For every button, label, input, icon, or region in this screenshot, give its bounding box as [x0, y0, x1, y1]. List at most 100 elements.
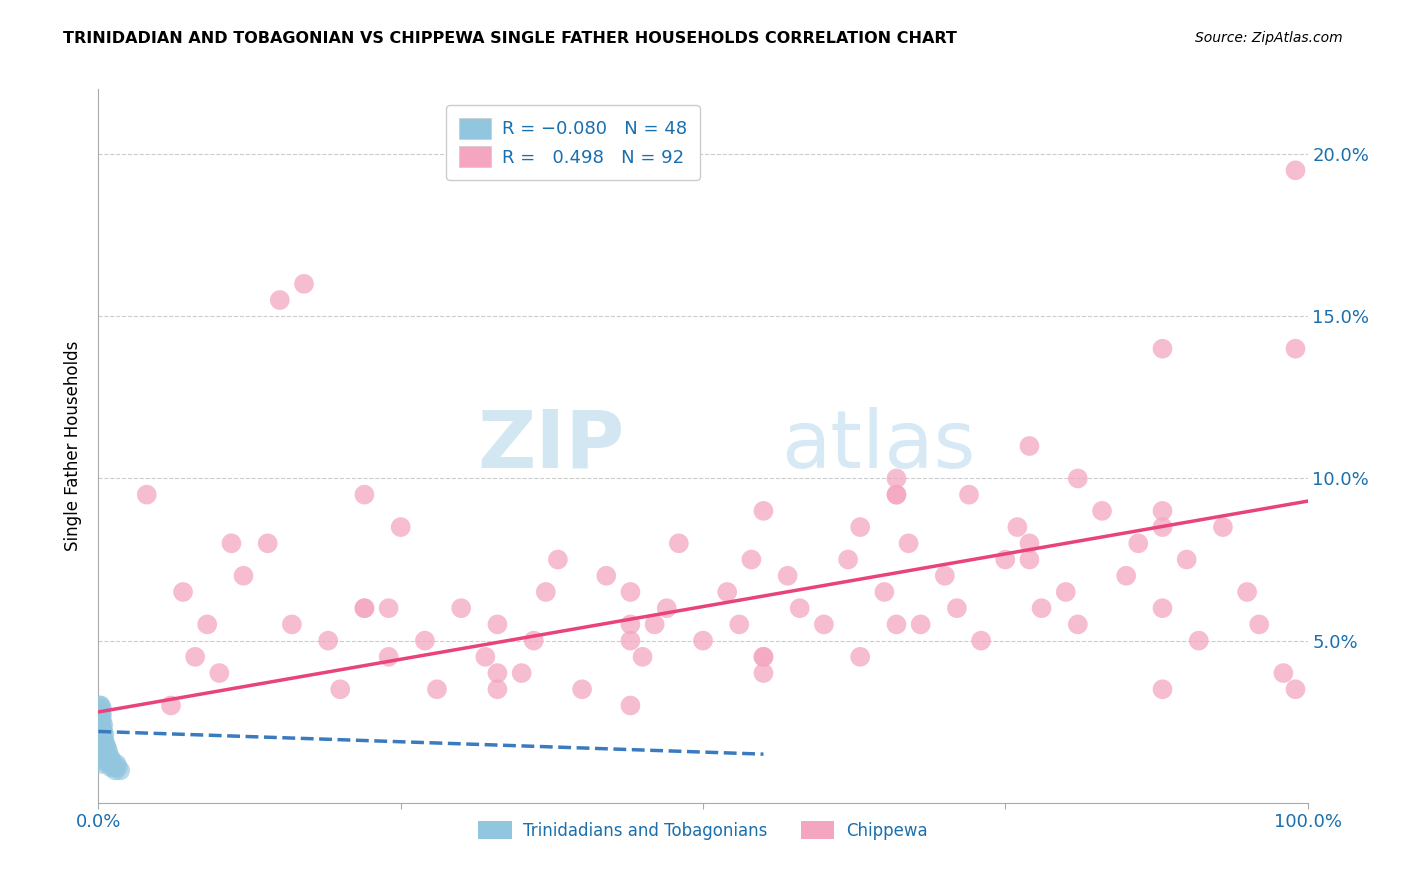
Text: Source: ZipAtlas.com: Source: ZipAtlas.com [1195, 31, 1343, 45]
Point [1212, 520, 1234, 534]
Point [1284, 682, 1306, 697]
Point [90, 747, 112, 761]
Point [93, 728, 115, 742]
Point [90, 711, 112, 725]
Point [1152, 601, 1174, 615]
Point [90, 738, 112, 752]
Point [89, 731, 111, 745]
Point [886, 488, 908, 502]
Point [886, 471, 908, 485]
Point [221, 536, 243, 550]
Point [1115, 568, 1137, 582]
Point [90, 731, 112, 745]
Point [486, 617, 509, 632]
Text: TRINIDADIAN AND TOBAGONIAN VS CHIPPEWA SINGLE FATHER HOUSEHOLDS CORRELATION CHAR: TRINIDADIAN AND TOBAGONIAN VS CHIPPEWA S… [63, 31, 957, 46]
Point [100, 754, 122, 768]
Point [377, 601, 399, 615]
Point [103, 760, 125, 774]
Point [256, 536, 278, 550]
Point [94, 747, 117, 761]
Point [957, 488, 980, 502]
Point [91, 724, 114, 739]
Point [1018, 552, 1040, 566]
Point [1152, 520, 1174, 534]
Point [89, 714, 111, 729]
Point [353, 601, 375, 615]
Point [389, 520, 412, 534]
Point [1128, 536, 1150, 550]
Point [90, 724, 112, 739]
Point [208, 666, 231, 681]
Point [1236, 585, 1258, 599]
Point [813, 617, 835, 632]
Point [1091, 504, 1114, 518]
Point [94, 738, 117, 752]
Point [692, 633, 714, 648]
Point [547, 552, 569, 566]
Point [91, 714, 114, 729]
Point [101, 756, 124, 771]
Point [1152, 682, 1174, 697]
Point [1031, 601, 1053, 615]
Point [91, 740, 114, 755]
Point [426, 682, 449, 697]
Point [98, 756, 121, 771]
Point [184, 649, 207, 664]
Point [1152, 342, 1174, 356]
Point [105, 756, 128, 771]
Point [413, 633, 436, 648]
Point [474, 649, 496, 664]
Point [728, 617, 751, 632]
Point [534, 585, 557, 599]
Point [849, 520, 872, 534]
Point [91, 721, 114, 735]
Point [90, 705, 112, 719]
Point [91, 734, 114, 748]
Point [269, 293, 291, 307]
Point [89, 724, 111, 739]
Point [97, 754, 120, 768]
Point [91, 728, 114, 742]
Point [100, 760, 122, 774]
Point [377, 649, 399, 664]
Point [1284, 163, 1306, 178]
Point [93, 744, 115, 758]
Point [776, 568, 799, 582]
Point [108, 764, 131, 778]
Point [329, 682, 352, 697]
Point [281, 617, 304, 632]
Point [595, 568, 617, 582]
Point [837, 552, 859, 566]
Point [91, 708, 114, 723]
Point [90, 718, 112, 732]
Point [910, 617, 932, 632]
Point [135, 488, 157, 502]
Point [89, 708, 111, 723]
Text: ZIP: ZIP [477, 407, 624, 485]
Point [91, 738, 114, 752]
Point [571, 682, 593, 697]
Point [668, 536, 690, 550]
Point [450, 601, 472, 615]
Point [107, 760, 129, 774]
Y-axis label: Single Father Households: Single Father Households [65, 341, 83, 551]
Point [353, 488, 375, 502]
Point [1188, 633, 1211, 648]
Point [510, 666, 533, 681]
Point [619, 585, 641, 599]
Point [619, 698, 641, 713]
Point [316, 633, 339, 648]
Point [96, 750, 118, 764]
Point [486, 682, 509, 697]
Point [1018, 439, 1040, 453]
Point [994, 552, 1017, 566]
Point [104, 764, 127, 778]
Point [353, 601, 375, 615]
Point [1272, 666, 1295, 681]
Point [631, 649, 654, 664]
Point [716, 585, 738, 599]
Point [1054, 585, 1077, 599]
Point [849, 649, 872, 664]
Point [1067, 617, 1090, 632]
Point [91, 731, 114, 745]
